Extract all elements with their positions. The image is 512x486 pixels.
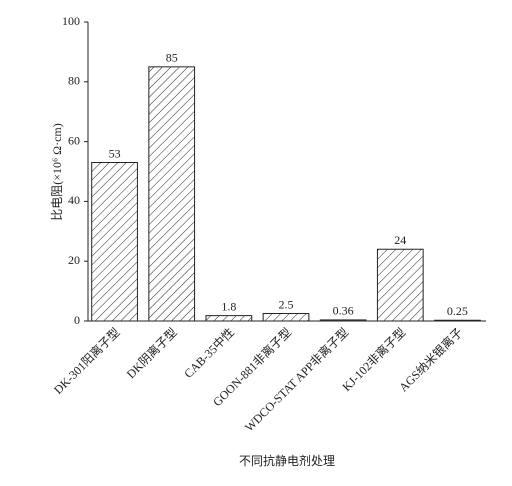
value-label: 0.36 <box>333 304 354 318</box>
x-tick-label: DK-301阳离子型 <box>50 324 122 396</box>
y-tick-label: 80 <box>68 74 80 88</box>
value-label: 53 <box>109 146 121 160</box>
value-label: 24 <box>394 233 406 247</box>
value-label: 2.5 <box>279 297 294 311</box>
x-tick-label: WDCO-STAT APP非离子型 <box>241 324 351 434</box>
y-axis-label: 比电阻(×10⁶ Ω·cm) <box>50 123 64 221</box>
x-tick-label: DK阴离子型 <box>123 324 180 381</box>
bar <box>205 315 253 322</box>
y-tick-label: 0 <box>74 313 80 327</box>
value-label: 0.25 <box>447 304 468 318</box>
x-axis-label: 不同抗静电剂处理 <box>239 453 335 468</box>
y-tick-label: 60 <box>68 133 80 147</box>
bar <box>434 319 481 322</box>
bar <box>91 162 138 322</box>
value-label: 1.8 <box>221 299 236 313</box>
y-tick-label: 40 <box>68 193 80 207</box>
bar <box>262 313 310 322</box>
y-tick-label: 100 <box>62 14 80 28</box>
x-tick-label: CAB-35中性 <box>181 324 237 380</box>
bar <box>319 319 367 322</box>
value-label: 85 <box>166 51 178 65</box>
y-tick-label: 20 <box>68 253 80 267</box>
bar <box>148 66 196 322</box>
bar <box>376 248 424 322</box>
